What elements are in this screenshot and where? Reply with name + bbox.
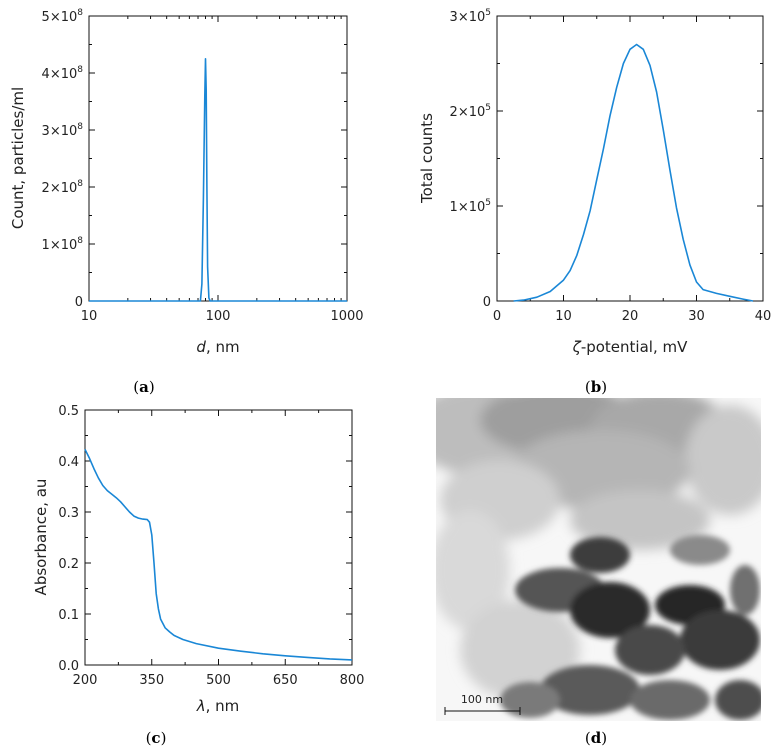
panel-c-xtick-label: 200 [73,673,98,688]
panel-a-xlabel: d, nm [196,338,239,356]
panel-b-xtick-label: 20 [622,309,639,324]
panel-b-frame [496,15,764,302]
panel-a-ytick-exponent: 8 [77,122,83,132]
panel-c-ytick-base: 0.1 [58,608,79,623]
panel-c-xtick-label: 800 [340,673,365,688]
panel-b-ytick-label: 2×105 [450,103,491,120]
panel-b-xlabel-symbol: ζ [572,338,582,356]
panel-a-ytick-label: 5×108 [42,8,84,25]
panel-b-xtick-label: 10 [555,309,572,324]
panel-b-ytick-label: 0 [483,295,491,310]
panel-c-caption-letter: c [151,729,160,747]
panel-a-xlabel-unit: , nm [206,338,240,356]
panel-a-ytick-label: 4×108 [42,65,84,82]
panel-c-xlabel: λ, nm [196,697,240,715]
panel-d-caption-letter: d [591,729,602,747]
panel-d-caption: (d) [585,729,607,747]
panel-a-ytick-exponent: 8 [77,8,83,18]
panel-c-xlabel-unit: , nm [206,697,240,715]
panel-c-ytick-base: 0.3 [58,506,79,521]
panel-c-ytick-label: 0.0 [58,659,79,674]
tem-dense-particles [500,535,761,720]
panel-a-ytick-base: 2×10 [42,181,78,196]
panel-a-ytick-label: 2×108 [42,179,84,196]
panel-b-xtick-label: 30 [688,309,705,324]
panel-c-xtick-label: 350 [139,673,164,688]
panel-c-ytick-base: 0.4 [58,455,79,470]
panel-b-caption-letter: b [591,378,602,396]
panel-b-ytick-base: 2×10 [450,105,486,120]
panel-a-ytick-exponent: 8 [77,179,83,189]
panel-b-ytick-label: 1×105 [450,198,491,215]
panel-b-ytick-base: 1×10 [450,200,486,215]
panel-a-ytick-base: 5×10 [42,10,78,25]
panel-a-ytick-base: 4×10 [42,67,78,82]
panel-a-ytick-exponent: 8 [77,65,83,75]
panel-a-ytick-exponent: 8 [77,236,83,246]
panel-a-caption: (a) [133,378,154,396]
panel-b-ytick-exponent: 5 [485,8,491,18]
panel-b-xtick-label: 0 [493,309,501,324]
panel-b-ytick-base: 0 [483,295,491,310]
scale-bar-label: 100 nm [461,693,503,706]
panel-b-ytick-label: 3×105 [450,8,491,25]
panel-b-series-line [513,43,754,302]
panel-c-xtick-label: 500 [206,673,231,688]
panel-b-xlabel: ζ-potential, mV [572,338,688,356]
tem-micrograph [436,398,761,721]
panel-b-caption: (b) [585,378,607,396]
panel-c-ytick-base: 0.2 [58,557,79,572]
panel-a-ytick-label: 0 [75,295,83,310]
panel-c-ytick-label: 0.3 [58,506,79,521]
panel-a-xtick-label: 1000 [330,309,363,324]
panel-b-ytick-exponent: 5 [485,198,491,208]
panel-c-ytick-base: 0.5 [58,404,79,419]
panel-a-ytick-base: 0 [75,295,83,310]
panel-a-series-line [89,58,347,302]
panel-c-ytick-base: 0.0 [58,659,79,674]
panel-c-ytick-label: 0.5 [58,404,79,419]
panel-a-caption-letter: a [139,378,149,396]
panel-c-ytick-label: 0.1 [58,608,79,623]
panel-c-ytick-label: 0.2 [58,557,79,572]
panel-c-ticks: 200 350 500 650 800 0.0 0.1 0.2 0.3 0.4 0.5 [58,404,364,688]
panel-a-xtick-label: 100 [206,309,231,324]
panel-b-ylabel: Total counts [418,113,436,204]
panel-c-xlabel-symbol: λ [196,697,206,715]
panel-a-ytick-label: 1×108 [42,236,84,253]
panel-a-ytick-base: 3×10 [42,124,78,139]
panel-a-xtick-label: 10 [81,309,98,324]
panel-b-xlabel-unit: -potential, mV [581,338,688,356]
panel-c-xtick-label: 650 [273,673,298,688]
panel-c-frame [84,409,353,666]
panel-b-ytick-exponent: 5 [485,103,491,113]
panel-a-xlabel-symbol: d [196,338,206,356]
panel-a-frame [88,15,348,302]
panel-a-ylabel: Count, particles/ml [9,87,27,229]
panel-b-xtick-label: 40 [755,309,772,324]
tem-diffuse-aggregate [436,398,761,700]
panel-d: 100 nm (d) [436,398,761,747]
panel-a-ytick-base: 1×10 [42,238,78,253]
panel-c-series-line [84,448,353,661]
panel-c-ylabel: Absorbance, au [32,479,50,596]
panel-b-ytick-base: 3×10 [450,10,486,25]
panel-a-ytick-label: 3×108 [42,122,84,139]
panel-c-ytick-label: 0.4 [58,455,79,470]
panel-c-caption: (c) [146,729,167,747]
